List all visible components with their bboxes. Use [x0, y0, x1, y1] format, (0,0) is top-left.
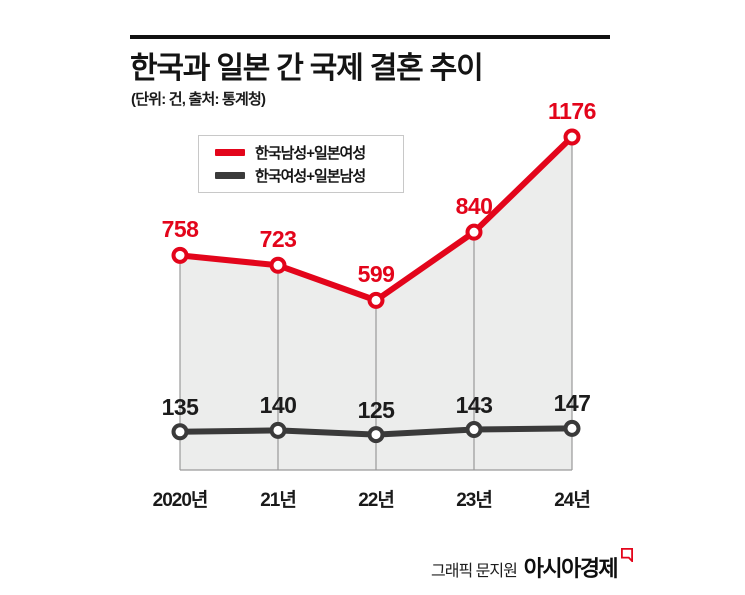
data-point-marker[interactable]	[367, 426, 385, 444]
x-axis-tick-label: 23년	[456, 490, 493, 511]
data-point-marker[interactable]	[465, 223, 483, 241]
data-point-marker[interactable]	[563, 419, 581, 437]
data-label: 1176	[548, 98, 596, 124]
x-axis-tick-label: 22년	[358, 490, 395, 511]
data-label: 147	[553, 390, 591, 417]
series-markers-korean-men	[171, 128, 581, 309]
chart-legend: 한국남성+일본여성 한국여성+일본남성	[198, 135, 404, 193]
brand-name: 아시아경제	[523, 556, 619, 581]
data-label: 840	[455, 193, 493, 220]
brand-quote-icon	[621, 548, 633, 562]
data-point-marker[interactable]	[367, 291, 385, 309]
data-label: 758	[161, 216, 199, 243]
x-axis-tick-label: 24년	[554, 490, 591, 511]
legend-label-korean-men: 한국남성+일본여성	[255, 144, 366, 162]
footer-credit: 그래픽 문지원 아시아경제	[431, 551, 619, 583]
legend-item-korean-men: 한국남성+일본여성	[215, 140, 366, 164]
data-label: 125	[357, 396, 395, 423]
data-point-marker[interactable]	[269, 421, 287, 439]
chart-subtitle: (단위: 건, 출처: 통계청)	[131, 91, 266, 108]
x-axis-tick-label: 21년	[260, 490, 297, 511]
graphic-credit: 그래픽 문지원	[431, 563, 518, 580]
title-rule	[130, 35, 610, 39]
data-label: 135	[161, 393, 199, 420]
data-point-marker[interactable]	[465, 421, 483, 439]
data-point-marker[interactable]	[563, 128, 581, 146]
legend-item-korean-women: 한국여성+일본남성	[215, 163, 366, 187]
data-label: 140	[259, 392, 297, 419]
data-label: 599	[357, 261, 395, 288]
page-title: 한국과 일본 간 국제 결혼 추이	[130, 52, 484, 85]
series-markers-korean-women	[171, 419, 581, 444]
legend-label-korean-women: 한국여성+일본남성	[255, 167, 366, 185]
data-point-marker[interactable]	[269, 256, 287, 274]
data-point-marker[interactable]	[171, 246, 189, 264]
data-label: 723	[259, 226, 297, 253]
data-label: 143	[455, 391, 493, 418]
legend-swatch-red	[215, 148, 245, 156]
legend-swatch-gray	[215, 171, 245, 179]
data-point-marker[interactable]	[171, 423, 189, 441]
x-axis-tick-label: 2020년	[152, 490, 209, 511]
